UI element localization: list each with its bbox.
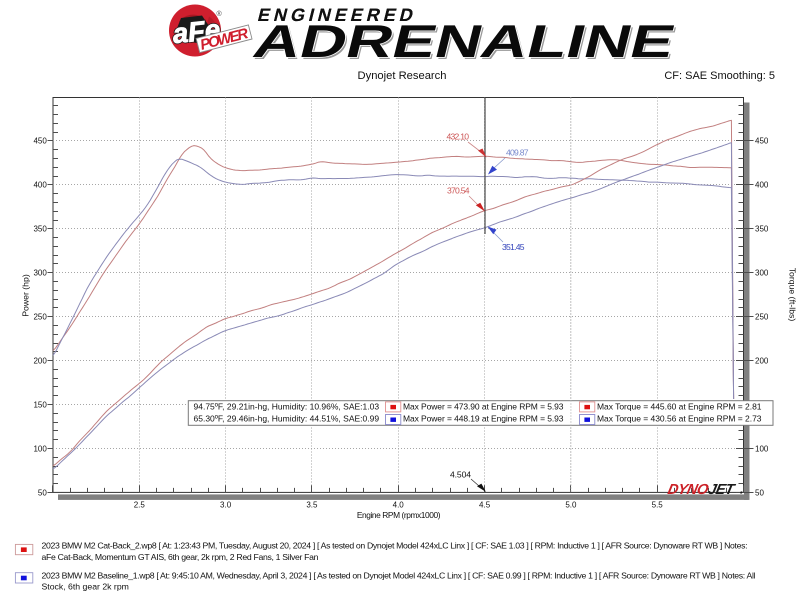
svg-text:®: ® xyxy=(217,10,223,18)
svg-text:2023 BMW M2 Cat-Back_2.wp8 [ A: 2023 BMW M2 Cat-Back_2.wp8 [ At: 1:23:43… xyxy=(42,540,748,550)
svg-text:4.504: 4.504 xyxy=(450,470,471,480)
svg-text:ADRENALINE: ADRENALINE xyxy=(250,17,682,68)
svg-text:Stock, 6th gear 2k rpm: Stock, 6th gear 2k rpm xyxy=(42,581,129,591)
svg-text:350: 350 xyxy=(755,224,769,233)
svg-text:200: 200 xyxy=(755,356,769,365)
svg-text:Engine RPM (rpmx1000): Engine RPM (rpmx1000) xyxy=(357,510,441,520)
svg-text:100: 100 xyxy=(33,444,47,453)
svg-text:aFe Cat-Back, Momentum GT AIS,: aFe Cat-Back, Momentum GT AIS, 6th gear,… xyxy=(42,552,319,562)
svg-text:300: 300 xyxy=(33,268,47,277)
svg-text:3.5: 3.5 xyxy=(306,501,318,510)
svg-text:400: 400 xyxy=(755,180,769,189)
svg-text:350: 350 xyxy=(33,224,47,233)
svg-text:2.5: 2.5 xyxy=(134,501,146,510)
svg-text:250: 250 xyxy=(755,312,769,321)
svg-text:JET: JET xyxy=(707,482,737,498)
svg-text:50: 50 xyxy=(755,488,764,497)
svg-text:Max Power = 448.19 at Engine R: Max Power = 448.19 at Engine RPM = 5.93 xyxy=(403,414,564,424)
svg-text:2023 BMW M2 Baseline_1.wp8 [ A: 2023 BMW M2 Baseline_1.wp8 [ At: 9:45:10… xyxy=(42,570,756,580)
svg-text:ENGINEERED: ENGINEERED xyxy=(256,4,418,25)
svg-text:200: 200 xyxy=(33,356,47,365)
svg-text:409.87: 409.87 xyxy=(506,148,529,158)
svg-text:351.45: 351.45 xyxy=(502,242,525,252)
svg-text:4.5: 4.5 xyxy=(479,501,491,510)
svg-text:5.0: 5.0 xyxy=(565,501,577,510)
svg-text:Max Torque = 430.56 at Engine: Max Torque = 430.56 at Engine RPM = 2.73 xyxy=(597,414,762,424)
svg-text:250: 250 xyxy=(33,312,47,321)
svg-text:150: 150 xyxy=(33,400,47,409)
svg-text:Power (hp): Power (hp) xyxy=(21,274,31,317)
svg-text:50: 50 xyxy=(38,488,47,497)
svg-text:65.30ºF, 29.46in-hg, Humidity:: 65.30ºF, 29.46in-hg, Humidity: 44.51%, S… xyxy=(194,414,380,424)
svg-text:Max Power = 473.90 at Engine R: Max Power = 473.90 at Engine RPM = 5.93 xyxy=(403,402,564,412)
svg-text:CF: SAE Smoothing: 5: CF: SAE Smoothing: 5 xyxy=(664,70,775,82)
svg-text:Torque (ft-lbs): Torque (ft-lbs) xyxy=(788,268,798,322)
svg-text:432.10: 432.10 xyxy=(447,132,470,142)
svg-text:ADRENALINE: ADRENALINE xyxy=(249,15,681,66)
svg-text:400: 400 xyxy=(33,180,47,189)
svg-text:94.75ºF, 29.21in-hg, Humidity:: 94.75ºF, 29.21in-hg, Humidity: 10.96%, S… xyxy=(194,402,380,412)
svg-text:3.0: 3.0 xyxy=(220,501,232,510)
svg-text:100: 100 xyxy=(755,444,769,453)
svg-text:450: 450 xyxy=(755,136,769,145)
svg-text:300: 300 xyxy=(755,268,769,277)
svg-text:Max Torque = 445.60 at Engine: Max Torque = 445.60 at Engine RPM = 2.81 xyxy=(597,402,762,412)
svg-text:450: 450 xyxy=(33,136,47,145)
svg-text:DYNO: DYNO xyxy=(666,482,710,498)
svg-text:370.54: 370.54 xyxy=(447,186,470,196)
svg-text:4.0: 4.0 xyxy=(393,501,405,510)
svg-text:Dynojet Research: Dynojet Research xyxy=(358,70,447,82)
svg-text:ENGINEERED: ENGINEERED xyxy=(256,4,418,25)
svg-text:5.5: 5.5 xyxy=(652,501,664,510)
